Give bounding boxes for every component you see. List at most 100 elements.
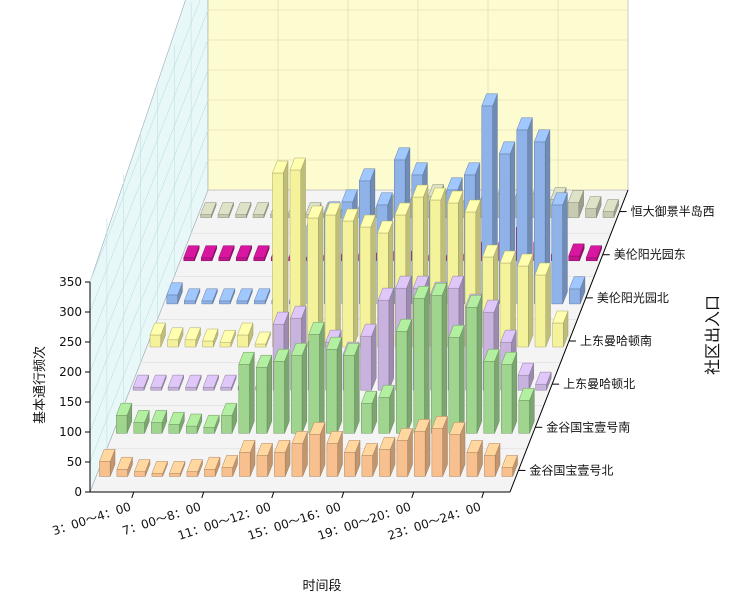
bar-1-21 <box>449 422 466 477</box>
bar-top-face <box>446 177 463 191</box>
bar-front-face <box>186 425 198 434</box>
bar-top-face <box>168 411 185 425</box>
bar-front-face <box>449 434 461 477</box>
bar-top-face <box>585 245 603 259</box>
bar-top-face <box>272 160 289 174</box>
bar-2-7 <box>220 402 238 434</box>
bar-1-23 <box>484 443 501 477</box>
bar-front-face <box>184 300 196 305</box>
bar-3-3 <box>167 374 185 391</box>
bar-1-4 <box>151 461 168 477</box>
bar-front-face <box>218 257 230 262</box>
bar-top-face <box>133 410 150 423</box>
bar-front-face <box>343 355 355 434</box>
bar-front-face <box>431 428 443 477</box>
bar-top-face <box>533 129 551 143</box>
bar-front-face <box>378 397 390 434</box>
bar-front-face <box>551 204 563 305</box>
bar-1-12 <box>291 431 308 477</box>
bar-2-4 <box>168 411 185 434</box>
bar-2-9 <box>255 354 273 434</box>
series-label: 金谷国宝壹号南 <box>546 419 630 434</box>
bar-front-face <box>99 461 111 477</box>
bar-front-face <box>166 294 178 305</box>
bar-1-17 <box>379 437 396 477</box>
bar-front-face <box>308 334 320 434</box>
bar-top-face <box>185 374 202 388</box>
bar-6-4 <box>235 245 253 262</box>
bar-top-face <box>202 374 220 388</box>
bar-2-6 <box>203 414 220 434</box>
left-gridline <box>89 0 201 283</box>
bar-top-face <box>253 288 271 302</box>
bar-side-face <box>459 325 465 434</box>
bar-top-face <box>132 374 150 388</box>
bar-front-face <box>291 443 303 477</box>
bar-5-1 <box>166 282 183 305</box>
bar-top-face <box>200 245 218 259</box>
bar-4-2 <box>167 327 184 348</box>
bar-7-4 <box>252 202 269 218</box>
bar-2-23 <box>500 351 518 434</box>
x-tick <box>341 491 345 499</box>
bar-2-19 <box>430 282 448 434</box>
bar-top-face <box>498 141 516 155</box>
bar-front-face <box>326 349 338 434</box>
bar-top-face <box>393 147 411 161</box>
bar-top-face <box>166 282 183 296</box>
bar-3-23 <box>517 362 535 391</box>
bar-top-face <box>447 190 464 204</box>
bar-front-face <box>116 415 128 434</box>
z-axis-title: 社区出入口 <box>703 295 722 375</box>
bar-top-face <box>238 351 255 365</box>
bar-top-face <box>413 285 430 299</box>
bar-top-face <box>254 331 271 345</box>
bar-4-22 <box>517 253 534 348</box>
bar-top-face <box>465 294 483 308</box>
bar-side-face <box>319 322 325 434</box>
bar-top-face <box>396 428 413 441</box>
x-tick <box>411 491 415 499</box>
bar-front-face <box>568 255 580 262</box>
bar-top-face <box>200 202 217 215</box>
y-tick-label: 350 <box>59 275 82 289</box>
bar-5-23 <box>551 192 568 305</box>
bar-front-face <box>256 455 268 477</box>
bar-top-face <box>235 245 253 259</box>
bar-top-face <box>256 443 273 456</box>
bar-top-face <box>326 431 343 444</box>
bar-top-face <box>185 413 203 427</box>
bar-top-face <box>466 440 483 453</box>
bar-side-face <box>441 283 448 434</box>
bar-top-face <box>237 322 254 336</box>
bar-top-face <box>343 342 360 356</box>
bar-front-face <box>552 322 564 348</box>
bar-front-face <box>344 452 356 477</box>
bar-2-14 <box>343 342 360 434</box>
bar-top-face <box>341 189 358 203</box>
series-label: 金谷国宝壹号北 <box>529 462 613 477</box>
bar-3-5 <box>202 374 220 391</box>
bar-1-9 <box>239 440 256 477</box>
bar-top-face <box>235 202 252 215</box>
bar-front-face <box>254 343 267 348</box>
bar-4-11 <box>324 202 341 348</box>
bar-3-24 <box>535 371 552 391</box>
bar-top-face <box>167 374 185 388</box>
bar-6-23 <box>568 243 585 262</box>
bar-front-face <box>396 331 408 434</box>
bar-top-face <box>484 443 501 456</box>
bar-top-face <box>169 461 186 474</box>
bar-2-3 <box>150 410 168 434</box>
y-axis-title: 基本通行频次 <box>32 346 48 424</box>
bar-5-3 <box>201 288 218 305</box>
bar-2-15 <box>360 390 378 434</box>
bar-front-face <box>448 337 460 434</box>
bar-4-10 <box>307 205 324 348</box>
bar-1-19 <box>414 419 431 477</box>
bar-5-6 <box>253 288 271 305</box>
bar-4-1 <box>149 322 166 348</box>
bar-front-face <box>186 471 198 477</box>
bar-4-7 <box>254 331 271 348</box>
y-tick-label: 300 <box>59 305 82 319</box>
